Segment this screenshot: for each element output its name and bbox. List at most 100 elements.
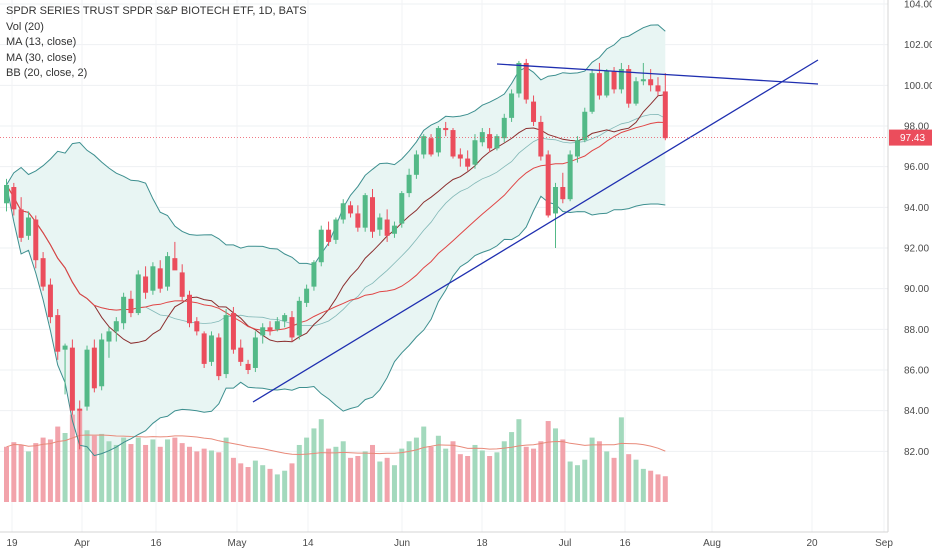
x-tick-label: Jul [559, 538, 572, 549]
volume-bar [589, 437, 595, 502]
y-tick-label: 96.00 [904, 162, 929, 173]
volume-bar [84, 430, 90, 502]
candle-body [157, 268, 163, 289]
candle-body [304, 288, 310, 303]
candle-body [216, 337, 222, 377]
volume-bar [662, 476, 668, 502]
y-tick-label: 94.00 [904, 203, 929, 214]
candle-body [289, 317, 295, 338]
last-price-tag: 97.43 [889, 129, 932, 146]
y-tick-label: 104.00 [904, 0, 932, 11]
candle-body [560, 187, 566, 200]
volume-bar [18, 444, 24, 502]
candle-body [260, 327, 266, 336]
volume-bar [509, 432, 515, 502]
candle-body [611, 71, 617, 90]
candle-body [135, 274, 141, 314]
candle-body [509, 93, 515, 118]
y-tick-label: 102.00 [904, 40, 932, 51]
candle-body [340, 203, 346, 220]
x-tick-label: Apr [74, 538, 90, 549]
price-tag-bg [889, 129, 932, 146]
volume-bar [282, 470, 288, 502]
volume-bar [311, 428, 317, 502]
volume-bar [362, 451, 368, 502]
chart-legend: SPDR SERIES TRUST SPDR S&P BIOTECH ETF, … [6, 4, 307, 82]
volume-bar [611, 457, 617, 502]
volume-bar [179, 443, 185, 502]
legend-volume: Vol (20) [6, 20, 44, 33]
volume-bar [582, 459, 588, 502]
x-tick-label: Aug [703, 538, 721, 549]
candle-body [121, 296, 127, 324]
candle-body [589, 73, 595, 112]
volume-bar [494, 452, 500, 502]
x-tick-label: 19 [6, 538, 18, 549]
volume-bar [406, 441, 412, 502]
candle-body [62, 345, 68, 350]
candle-body [55, 315, 61, 352]
volume-bar [655, 474, 661, 502]
volume-bar [172, 437, 178, 502]
volume-bar [399, 448, 405, 502]
volume-bar [626, 454, 632, 502]
volume-bar [91, 435, 97, 502]
volume-bar [560, 439, 566, 502]
y-tick-label: 90.00 [904, 284, 929, 295]
candle-body [18, 209, 24, 238]
volume-bar [604, 451, 610, 502]
candle-body [318, 229, 324, 263]
volume-bar [391, 465, 397, 502]
candle-body [435, 128, 441, 153]
candle-body [487, 134, 493, 149]
y-axis: 104.00 102.00 100.00 98.00 96.00 94.00 92.00 90… [904, 0, 932, 458]
candle-body [143, 276, 149, 293]
volume-bar [194, 451, 200, 502]
support-trendline [252, 59, 819, 403]
candle-body [370, 197, 375, 232]
volume-bar [443, 448, 449, 502]
candle-body [208, 335, 214, 362]
volume-bar [501, 441, 507, 502]
volume-bar [596, 441, 602, 502]
candle-body [282, 315, 288, 322]
y-tick-label: 84.00 [904, 406, 929, 417]
candle-body [443, 128, 449, 131]
volume-bar [216, 452, 222, 502]
volume-bar [304, 437, 310, 502]
candle-body [187, 294, 192, 324]
candle-body [47, 284, 53, 318]
volume-bar [370, 444, 375, 502]
volume-bar [516, 419, 522, 502]
candle-body [238, 347, 244, 362]
candle-body [596, 73, 602, 96]
volume-bar [69, 414, 75, 502]
candle-body [11, 187, 17, 210]
legend-symbol: SPDR SERIES TRUST SPDR S&P BIOTECH ETF, … [6, 5, 307, 17]
x-tick-label: May [228, 538, 247, 549]
candle-body [399, 193, 405, 224]
volume-bar [326, 448, 332, 502]
candle-body [574, 140, 580, 157]
volume-bar [355, 456, 361, 502]
candle-body [545, 154, 551, 216]
y-tick-label: 88.00 [904, 325, 929, 336]
volume-bar [150, 439, 156, 502]
volume-bar [538, 441, 544, 502]
x-tick-label: 18 [476, 538, 488, 549]
volume-bar [457, 454, 463, 502]
candle-body [99, 339, 105, 387]
volume-bar [113, 444, 119, 502]
candle-body [333, 219, 339, 240]
candle-body [311, 262, 317, 287]
x-tick-label: 16 [150, 538, 162, 549]
volume-bar [165, 439, 171, 502]
candles [4, 58, 668, 450]
volume-bar [465, 456, 471, 502]
volume-bar [230, 457, 236, 502]
volume-bar [47, 439, 53, 502]
candle-body [662, 91, 668, 139]
volume-bar [260, 465, 266, 502]
volume-bar [40, 437, 46, 502]
